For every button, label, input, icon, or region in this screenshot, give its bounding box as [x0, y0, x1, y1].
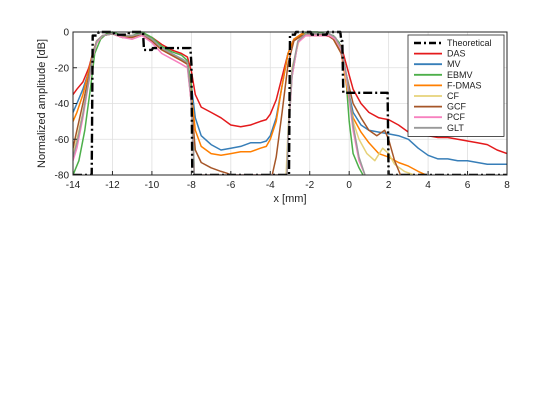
legend-label: MV — [447, 59, 461, 69]
x-tick-label: 6 — [465, 180, 471, 191]
axis-ticks: -14 -12 -10 -8 -6 -4 -2 0 2 4 6 8-80-60-40-200 — [55, 28, 511, 192]
x-tick-label: -8 — [187, 180, 196, 191]
x-tick-label: -2 — [305, 180, 314, 191]
x-tick-label: 8 — [504, 180, 510, 191]
x-tick-label: -4 — [266, 180, 275, 191]
legend-label: Theoretical — [447, 38, 492, 48]
series-line-pcf — [73, 33, 366, 175]
y-tick-label: 0 — [63, 28, 69, 39]
legend-label: GCF — [447, 102, 467, 112]
series-line-glt — [73, 33, 366, 175]
y-tick-label: -80 — [55, 171, 70, 182]
series-lines — [73, 30, 507, 175]
legend-label: GLT — [447, 123, 464, 133]
x-tick-label: 0 — [346, 180, 352, 191]
series-line-theoretical — [73, 30, 507, 175]
x-tick-label: -6 — [226, 180, 235, 191]
y-tick-label: -20 — [55, 63, 70, 74]
series-line-cf — [73, 33, 415, 175]
x-tick-label: -10 — [145, 180, 160, 191]
legend-label: CF — [447, 91, 459, 101]
legend-label: DAS — [447, 49, 466, 59]
legend-label: EBMV — [447, 70, 473, 80]
x-tick-label: -12 — [105, 180, 120, 191]
legend-label: PCF — [447, 112, 466, 122]
y-tick-label: -40 — [55, 99, 70, 110]
y-axis-label: Normalized amplitude [dB] — [36, 39, 48, 168]
x-tick-label: 4 — [425, 180, 431, 191]
x-tick-label: 2 — [386, 180, 392, 191]
series-line-f-dmas — [73, 33, 427, 175]
x-tick-label: -14 — [66, 180, 81, 191]
x-axis-label: x [mm] — [274, 193, 307, 205]
y-tick-label: -60 — [55, 135, 70, 146]
legend-label: F-DMAS — [447, 80, 482, 90]
